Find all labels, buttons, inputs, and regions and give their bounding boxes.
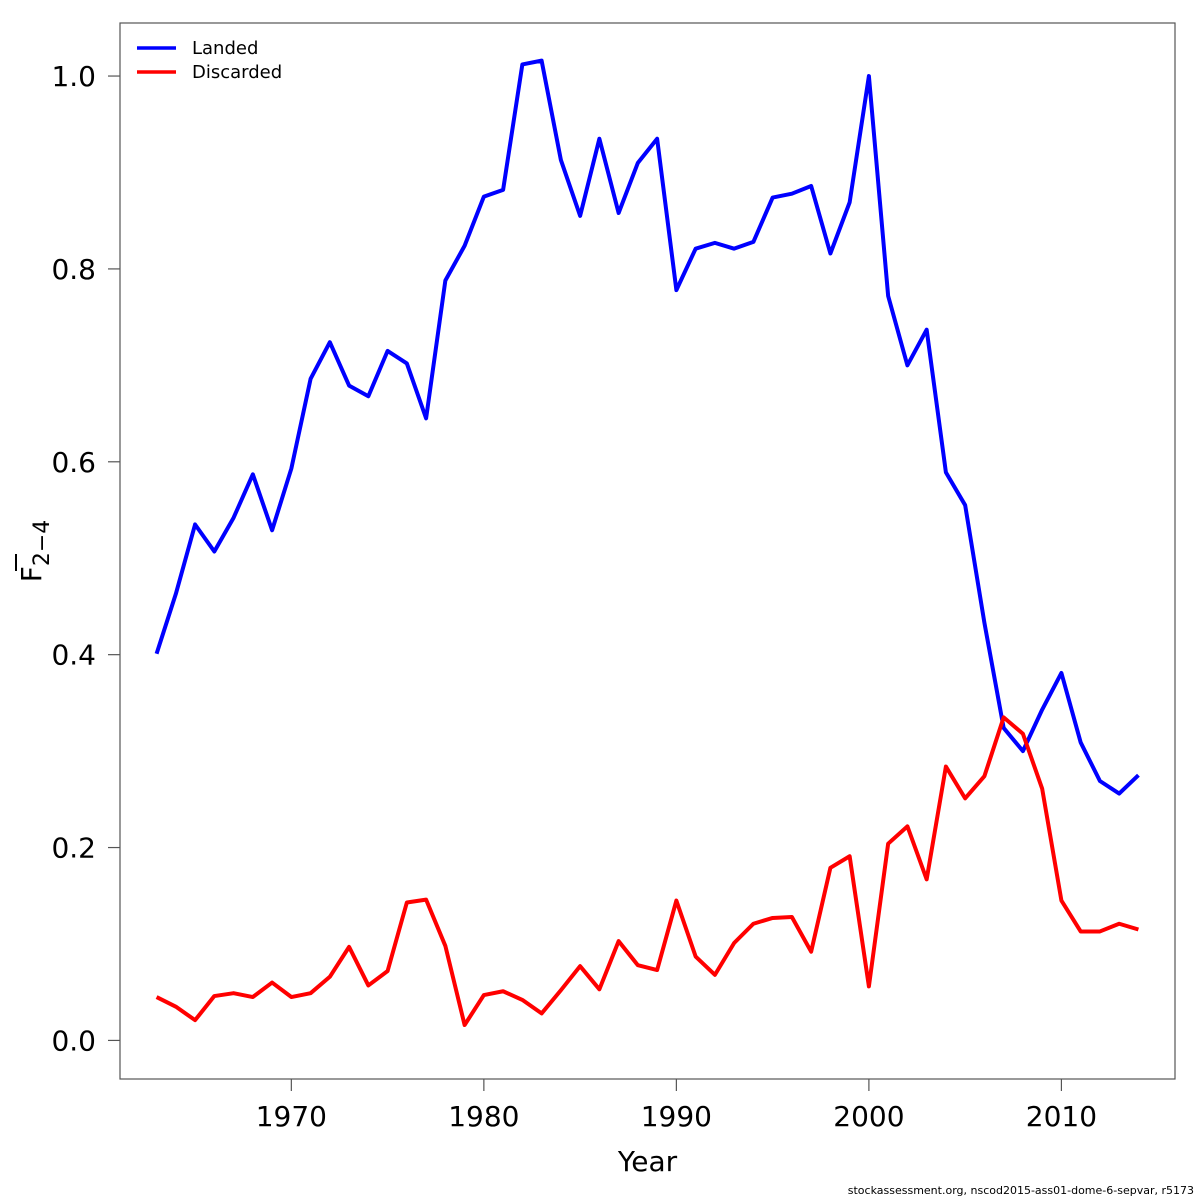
series-lines [154,58,1140,1027]
x-axis: 1970 1980 1990 2000 2010 [256,1079,1097,1133]
x-tick-label-1980: 1980 [448,1100,519,1133]
legend: Landed Discarded [137,38,282,83]
x-tick-label-2000: 2000 [833,1100,904,1133]
x-tick-label-1990: 1990 [641,1100,712,1133]
y-axis-title-main: F [15,566,48,582]
y-tick-label-1.0: 1.0 [51,60,96,93]
series-line-discarded [155,715,1139,1027]
x-tick-label-1970: 1970 [256,1100,327,1133]
y-tick-label-0.8: 0.8 [51,253,96,286]
svg-text:F2−4: F2−4 [15,520,55,583]
x-tick-label-2010: 2010 [1026,1100,1097,1133]
y-tick-label-0.0: 0.0 [51,1024,96,1057]
footer-text: stockassessment.org, nscod2015-ass01-dom… [847,1184,1194,1197]
y-axis-title: F2−4 [15,520,55,583]
y-axis: 0.0 0.2 0.4 0.6 0.8 1.0 [51,60,120,1057]
legend-label-discarded: Discarded [192,62,282,83]
y-axis-title-sub: 2−4 [30,520,55,566]
y-tick-label-0.2: 0.2 [51,832,96,865]
legend-label-landed: Landed [192,38,258,59]
y-tick-label-0.6: 0.6 [51,446,96,479]
plot-frame [119,22,1176,1080]
series-line-landed [154,58,1140,796]
y-tick-label-0.4: 0.4 [51,639,96,672]
x-axis-title: Year [617,1145,678,1178]
